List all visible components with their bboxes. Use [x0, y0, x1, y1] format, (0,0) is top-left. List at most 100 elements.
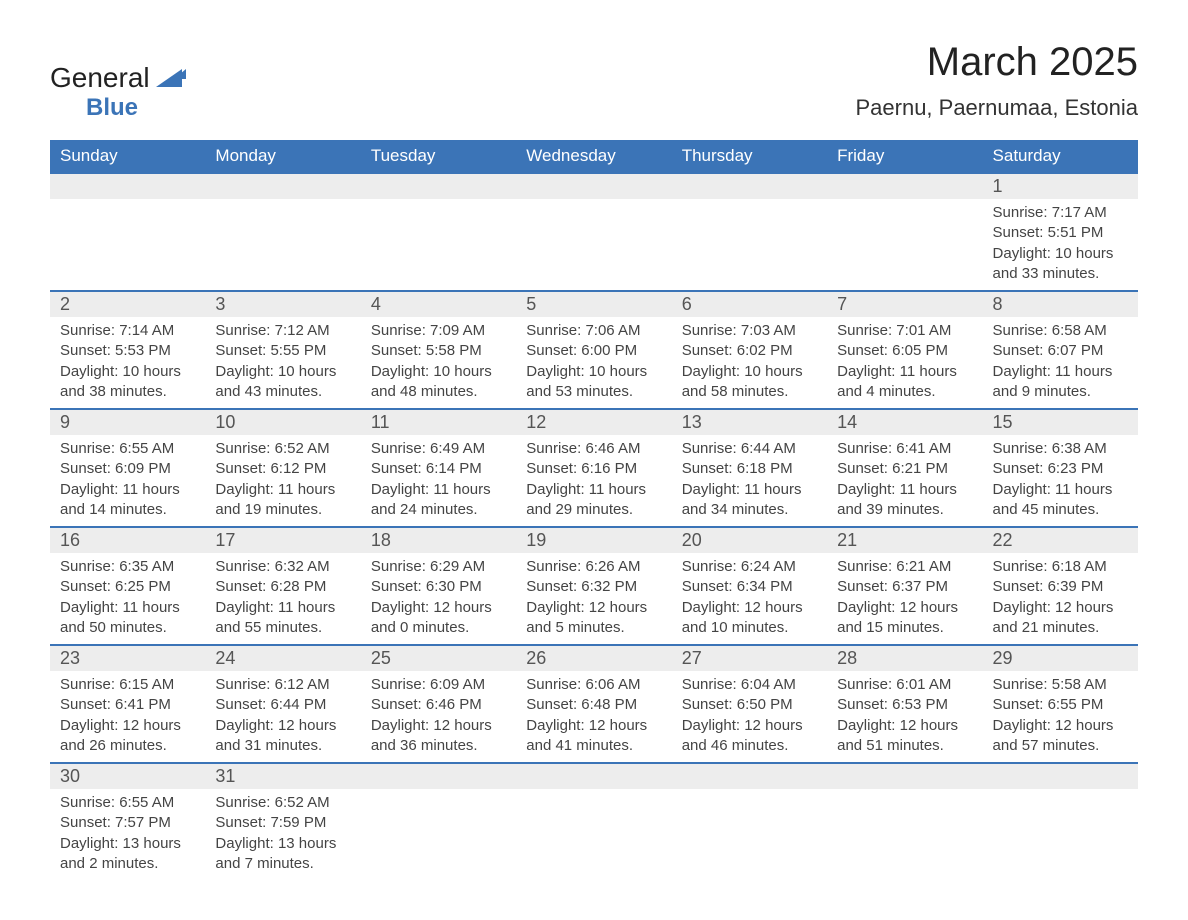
daylight-line: Daylight: 13 hours and 2 minutes.: [60, 834, 195, 875]
sunrise-line: Sunrise: 6:49 AM: [371, 439, 506, 459]
sunset-line: Sunset: 6:14 PM: [371, 459, 506, 479]
sunrise-line: Sunrise: 6:35 AM: [60, 557, 195, 577]
daylight-line: Daylight: 12 hours and 15 minutes.: [837, 598, 972, 639]
sunset-line: Sunset: 6:23 PM: [993, 459, 1128, 479]
day-cell: Sunrise: 6:55 AMSunset: 7:57 PMDaylight:…: [50, 789, 205, 880]
sunset-line: Sunset: 6:55 PM: [993, 695, 1128, 715]
empty-cell: [516, 173, 671, 199]
empty-cell: [361, 789, 516, 880]
sunset-line: Sunset: 6:53 PM: [837, 695, 972, 715]
sunrise-line: Sunrise: 7:06 AM: [526, 321, 661, 341]
sunrise-line: Sunrise: 6:09 AM: [371, 675, 506, 695]
sunset-line: Sunset: 6:16 PM: [526, 459, 661, 479]
daylight-line: Daylight: 11 hours and 9 minutes.: [993, 362, 1128, 403]
title-block: March 2025 Paernu, Paernumaa, Estonia: [855, 40, 1138, 121]
sunset-line: Sunset: 6:12 PM: [215, 459, 350, 479]
daylight-line: Daylight: 11 hours and 50 minutes.: [60, 598, 195, 639]
day-cell: Sunrise: 6:09 AMSunset: 6:46 PMDaylight:…: [361, 671, 516, 763]
sunset-line: Sunset: 6:46 PM: [371, 695, 506, 715]
daylight-line: Daylight: 11 hours and 45 minutes.: [993, 480, 1128, 521]
day-number: 28: [827, 645, 982, 671]
sunrise-line: Sunrise: 6:29 AM: [371, 557, 506, 577]
sunrise-line: Sunrise: 6:04 AM: [682, 675, 817, 695]
day-cell: Sunrise: 6:52 AMSunset: 6:12 PMDaylight:…: [205, 435, 360, 527]
day-cell: Sunrise: 6:18 AMSunset: 6:39 PMDaylight:…: [983, 553, 1138, 645]
daylight-line: Daylight: 10 hours and 38 minutes.: [60, 362, 195, 403]
day-number: 13: [672, 409, 827, 435]
day-cell: Sunrise: 6:04 AMSunset: 6:50 PMDaylight:…: [672, 671, 827, 763]
sunset-line: Sunset: 6:30 PM: [371, 577, 506, 597]
empty-cell: [205, 173, 360, 199]
weekday-header: Sunday: [50, 140, 205, 173]
daynum-row: 9101112131415: [50, 409, 1138, 435]
day-data-row: Sunrise: 6:15 AMSunset: 6:41 PMDaylight:…: [50, 671, 1138, 763]
sunset-line: Sunset: 6:05 PM: [837, 341, 972, 361]
daylight-line: Daylight: 11 hours and 34 minutes.: [682, 480, 817, 521]
sunset-line: Sunset: 6:25 PM: [60, 577, 195, 597]
day-number: 24: [205, 645, 360, 671]
weekday-header: Saturday: [983, 140, 1138, 173]
sunrise-line: Sunrise: 6:01 AM: [837, 675, 972, 695]
day-number: 22: [983, 527, 1138, 553]
day-cell: Sunrise: 6:24 AMSunset: 6:34 PMDaylight:…: [672, 553, 827, 645]
sunrise-line: Sunrise: 7:01 AM: [837, 321, 972, 341]
daylight-line: Daylight: 11 hours and 4 minutes.: [837, 362, 972, 403]
empty-cell: [361, 173, 516, 199]
page-title: March 2025: [855, 40, 1138, 85]
day-cell: Sunrise: 7:03 AMSunset: 6:02 PMDaylight:…: [672, 317, 827, 409]
sunrise-line: Sunrise: 6:12 AM: [215, 675, 350, 695]
daynum-row: 1: [50, 173, 1138, 199]
daylight-line: Daylight: 12 hours and 36 minutes.: [371, 716, 506, 757]
sunrise-line: Sunrise: 6:58 AM: [993, 321, 1128, 341]
daylight-line: Daylight: 10 hours and 43 minutes.: [215, 362, 350, 403]
calendar-table: SundayMondayTuesdayWednesdayThursdayFrid…: [50, 140, 1138, 880]
day-number: 5: [516, 291, 671, 317]
sunset-line: Sunset: 6:41 PM: [60, 695, 195, 715]
sunrise-line: Sunrise: 7:09 AM: [371, 321, 506, 341]
sunrise-line: Sunrise: 6:41 AM: [837, 439, 972, 459]
day-cell: Sunrise: 7:09 AMSunset: 5:58 PMDaylight:…: [361, 317, 516, 409]
day-cell: Sunrise: 6:41 AMSunset: 6:21 PMDaylight:…: [827, 435, 982, 527]
day-number: 15: [983, 409, 1138, 435]
sunrise-line: Sunrise: 6:32 AM: [215, 557, 350, 577]
daylight-line: Daylight: 13 hours and 7 minutes.: [215, 834, 350, 875]
sunset-line: Sunset: 6:39 PM: [993, 577, 1128, 597]
sunrise-line: Sunrise: 7:12 AM: [215, 321, 350, 341]
logo-text-a: General: [50, 62, 150, 94]
daylight-line: Daylight: 11 hours and 55 minutes.: [215, 598, 350, 639]
day-number: 31: [205, 763, 360, 789]
logo-text-b: Blue: [86, 94, 138, 122]
sunset-line: Sunset: 6:07 PM: [993, 341, 1128, 361]
day-number: 20: [672, 527, 827, 553]
empty-cell: [50, 173, 205, 199]
sunrise-line: Sunrise: 7:17 AM: [993, 203, 1128, 223]
day-cell: Sunrise: 6:01 AMSunset: 6:53 PMDaylight:…: [827, 671, 982, 763]
day-cell: Sunrise: 7:17 AMSunset: 5:51 PMDaylight:…: [983, 199, 1138, 291]
day-data-row: Sunrise: 7:14 AMSunset: 5:53 PMDaylight:…: [50, 317, 1138, 409]
sunset-line: Sunset: 6:44 PM: [215, 695, 350, 715]
day-number: 16: [50, 527, 205, 553]
sunset-line: Sunset: 5:58 PM: [371, 341, 506, 361]
empty-cell: [361, 763, 516, 789]
day-cell: Sunrise: 6:32 AMSunset: 6:28 PMDaylight:…: [205, 553, 360, 645]
day-number: 23: [50, 645, 205, 671]
daylight-line: Daylight: 12 hours and 46 minutes.: [682, 716, 817, 757]
day-cell: Sunrise: 6:49 AMSunset: 6:14 PMDaylight:…: [361, 435, 516, 527]
day-number: 2: [50, 291, 205, 317]
day-cell: Sunrise: 7:01 AMSunset: 6:05 PMDaylight:…: [827, 317, 982, 409]
day-number: 30: [50, 763, 205, 789]
daylight-line: Daylight: 12 hours and 57 minutes.: [993, 716, 1128, 757]
logo: General Blue: [50, 40, 186, 122]
day-cell: Sunrise: 6:44 AMSunset: 6:18 PMDaylight:…: [672, 435, 827, 527]
empty-cell: [983, 763, 1138, 789]
sunset-line: Sunset: 6:28 PM: [215, 577, 350, 597]
empty-cell: [516, 199, 671, 291]
daylight-line: Daylight: 12 hours and 31 minutes.: [215, 716, 350, 757]
location-subtitle: Paernu, Paernumaa, Estonia: [855, 95, 1138, 121]
day-data-row: Sunrise: 6:35 AMSunset: 6:25 PMDaylight:…: [50, 553, 1138, 645]
day-number: 11: [361, 409, 516, 435]
day-number: 26: [516, 645, 671, 671]
sunset-line: Sunset: 6:50 PM: [682, 695, 817, 715]
day-number: 12: [516, 409, 671, 435]
daylight-line: Daylight: 10 hours and 48 minutes.: [371, 362, 506, 403]
